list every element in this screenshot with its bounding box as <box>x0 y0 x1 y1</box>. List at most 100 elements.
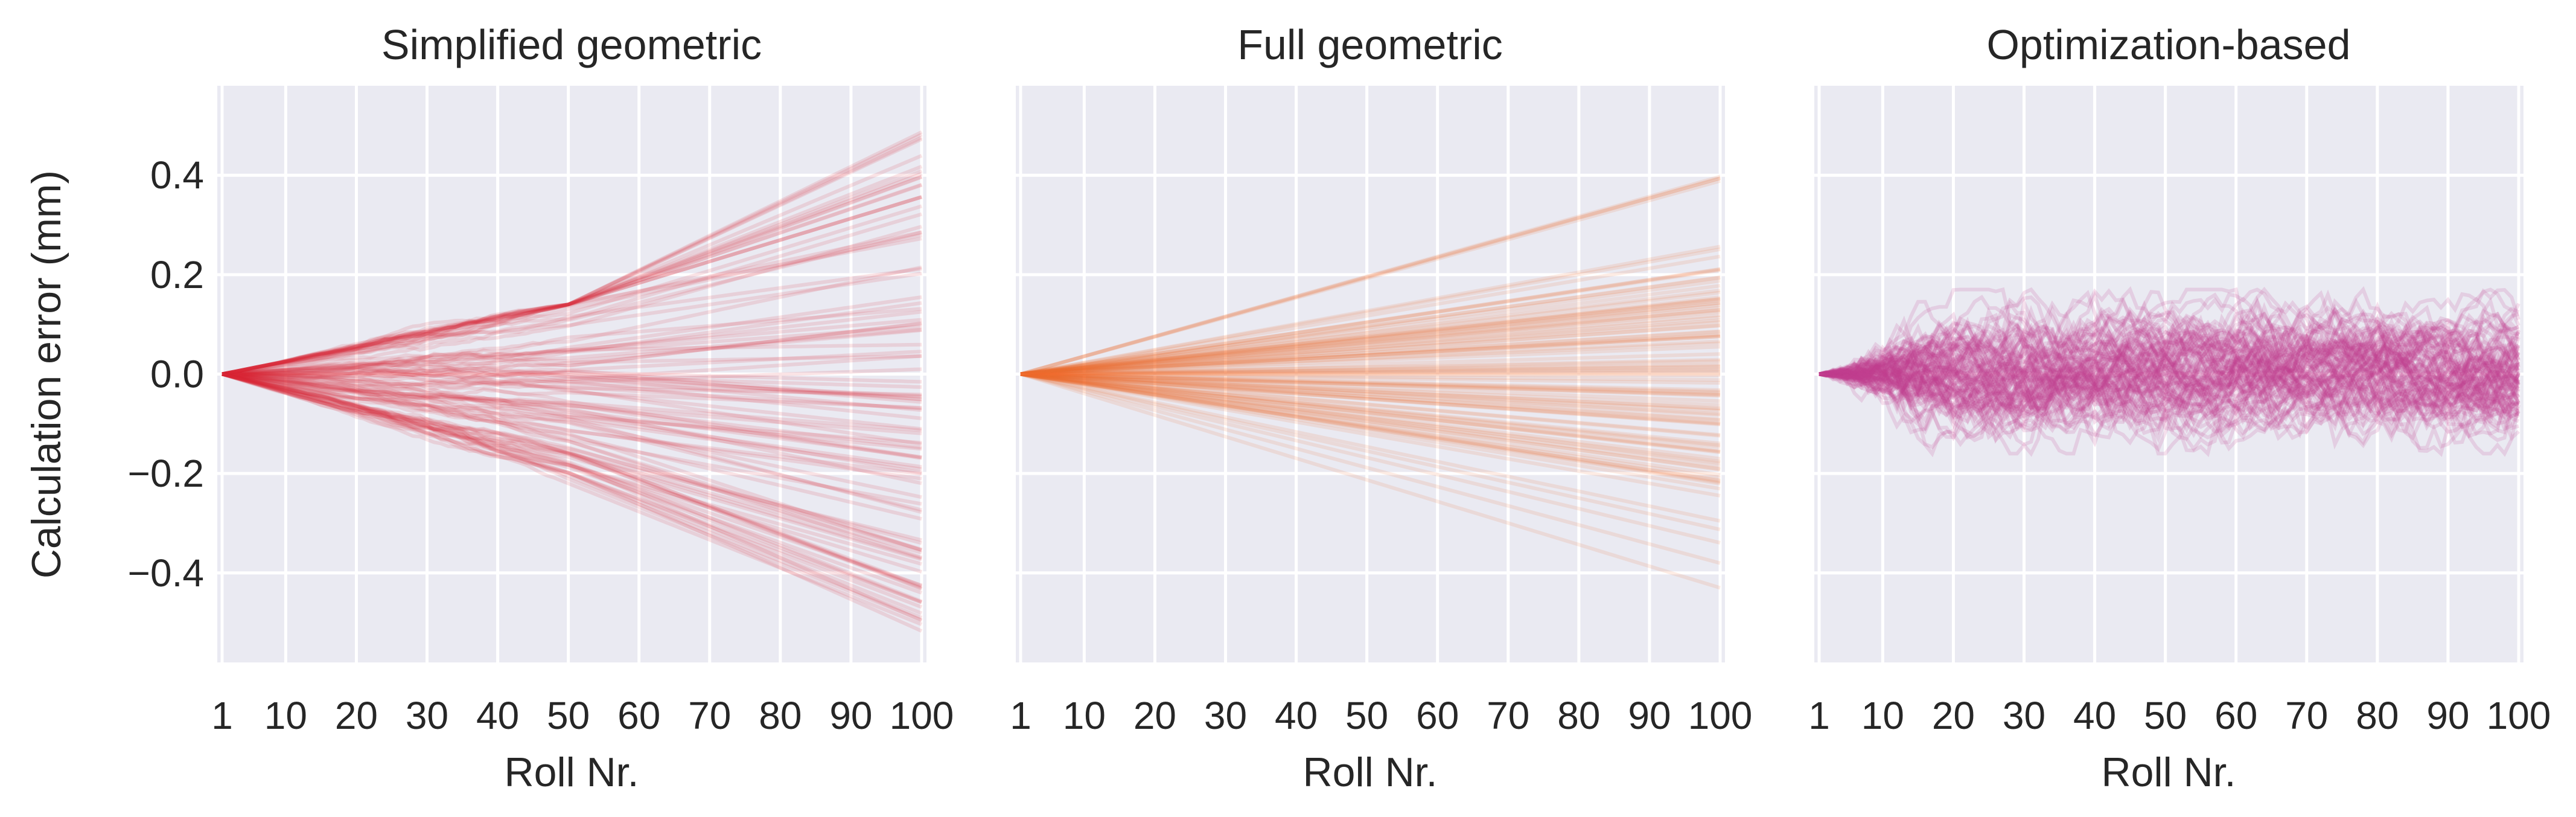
series-line <box>222 372 922 560</box>
series-line <box>1020 372 1721 392</box>
series-line <box>222 267 922 376</box>
series-line <box>1819 295 2519 440</box>
series-line <box>1819 329 2520 405</box>
series-line <box>222 372 922 435</box>
series-line <box>1819 328 2520 408</box>
series-line <box>1819 290 2519 414</box>
series-line <box>1819 290 2520 425</box>
series-line <box>222 372 922 588</box>
y-axis-label: Calculation error (mm) <box>24 170 69 578</box>
series-line <box>1819 342 2520 431</box>
series-line <box>222 372 922 476</box>
series-line <box>1020 301 1721 376</box>
series-line <box>1819 287 2520 406</box>
x-tick-label: 20 <box>1932 694 1975 737</box>
series-line <box>222 133 923 376</box>
series-line <box>1819 333 2520 456</box>
series-line <box>1819 287 2520 425</box>
series-line <box>1020 307 1721 376</box>
series-line <box>1819 295 2520 434</box>
series-line <box>222 372 922 560</box>
series-line <box>1020 362 1721 376</box>
x-tick-label: 100 <box>2487 694 2551 737</box>
series-line <box>1819 315 2520 440</box>
series-line <box>1819 289 2520 420</box>
series-line <box>1819 313 2520 446</box>
series-line <box>1020 306 1721 376</box>
series-line <box>1020 309 1721 376</box>
series-line <box>1020 175 1721 376</box>
series-line <box>222 372 922 399</box>
series-line <box>1819 339 2520 441</box>
series-line <box>222 372 922 485</box>
series-line <box>1819 286 2520 416</box>
series-line <box>1020 372 1721 590</box>
series-line <box>1020 301 1721 376</box>
series-line <box>1020 333 1721 376</box>
series-line <box>1819 310 2520 423</box>
series-line <box>222 372 923 623</box>
series-line <box>1819 323 2520 416</box>
series-line <box>222 365 922 404</box>
series-line <box>222 372 922 512</box>
series-line <box>1020 324 1721 376</box>
series-line <box>222 354 922 383</box>
series-line <box>222 195 922 376</box>
series-line <box>222 325 922 376</box>
series-line <box>1020 372 1721 377</box>
series-line <box>1020 267 1721 376</box>
series-line <box>1020 372 1721 411</box>
series-line <box>222 372 923 591</box>
series-line <box>1819 290 2520 416</box>
series-line <box>1020 372 1721 425</box>
series-line <box>222 233 922 376</box>
x-tick-label: 10 <box>1861 694 1904 737</box>
series-line <box>1819 341 2520 457</box>
series-line <box>1819 325 2520 443</box>
series-line <box>222 372 922 553</box>
x-tick-label: 10 <box>1063 694 1106 737</box>
series-line <box>1020 372 1721 447</box>
series-line <box>222 172 923 376</box>
series-line <box>1819 351 2520 434</box>
series-line <box>222 350 922 376</box>
series-line <box>1020 330 1721 376</box>
series-line <box>1819 344 2520 418</box>
series-line <box>222 372 923 604</box>
series-line <box>1020 372 1721 491</box>
series-line <box>1819 308 2520 429</box>
series-line <box>1020 268 1721 376</box>
series-line <box>1020 372 1721 413</box>
series-line <box>1020 329 1721 376</box>
series-line <box>222 328 922 376</box>
series-line <box>1020 298 1721 376</box>
series-line <box>222 372 922 506</box>
series-line <box>1819 330 2520 437</box>
series-line <box>1819 335 2520 440</box>
series-line <box>1020 372 1721 523</box>
series-line <box>1819 321 2520 414</box>
series-line <box>1020 247 1721 376</box>
series-line <box>1020 372 1721 385</box>
series-line <box>222 372 923 633</box>
series-line <box>1819 328 2520 430</box>
series-line <box>222 342 922 376</box>
x-tick-label: 80 <box>2356 694 2399 737</box>
x-tick-label: 80 <box>759 694 802 737</box>
series-line <box>1819 349 2519 450</box>
series-line <box>1819 335 2520 426</box>
series-line <box>1020 372 1721 403</box>
series-line <box>1020 372 1721 416</box>
series-line <box>1020 367 1721 376</box>
series-line <box>222 372 922 521</box>
series-line <box>222 372 922 499</box>
series-line <box>222 372 923 591</box>
series-line <box>1819 330 2520 435</box>
x-tick-label: 90 <box>1628 694 1671 737</box>
series-line <box>222 372 923 620</box>
series-line <box>1020 372 1721 438</box>
series-line <box>1020 372 1721 545</box>
series-line <box>1020 372 1721 426</box>
series-line <box>222 295 922 376</box>
series-line <box>1020 365 1721 376</box>
